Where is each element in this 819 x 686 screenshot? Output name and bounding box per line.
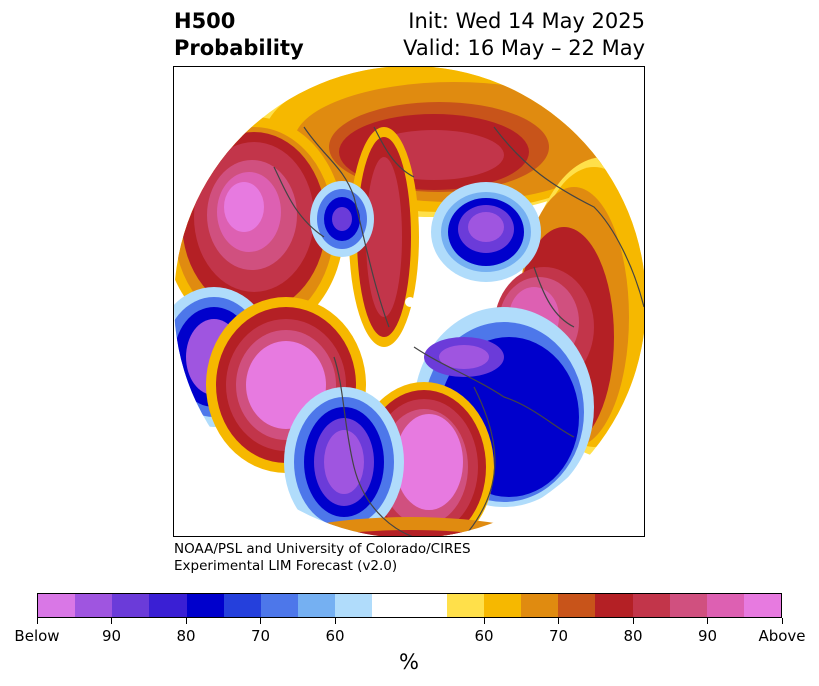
colorbar-unit: % [399,650,419,674]
colorbar-segment [75,594,113,617]
credit-line-1: NOAA/PSL and University of Colorado/CIRE… [174,541,471,557]
colorbar-tick-mark [781,618,783,624]
anomaly-south-positive [270,517,550,536]
colorbar-segment [260,594,299,617]
colorbar-tick-label: 80 [623,627,643,645]
valid-range: Valid: 16 May – 22 May [403,36,645,60]
colorbar-segment [669,594,707,617]
colorbar-tick-mark [707,618,708,624]
colorbar-segment [483,594,522,617]
map-title: H500 Probability [174,8,304,62]
colorbar-segment [706,594,744,617]
colorbar-segment [521,594,559,617]
colorbar-tick-mark [483,618,485,624]
colorbar-tick-label: 90 [697,627,718,645]
colorbar-segment [595,594,633,617]
forecast-dates: Init: Wed 14 May 2025 Valid: 16 May – 22… [403,8,645,62]
colorbar-segment [409,594,447,617]
colorbar-tick-label: 60 [325,627,345,645]
anomaly-central-positive [349,127,419,347]
colorbar [37,593,782,618]
colorbar-segment [38,594,76,617]
colorbar-segment [298,594,336,617]
colorbar-tick-label: Above [758,627,806,645]
colorbar-segment [446,594,484,617]
credit-text: NOAA/PSL and University of Colorado/CIRE… [174,541,471,575]
colorbar-tick-mark [260,618,261,624]
colorbar-segment [372,594,410,617]
coastlines [273,126,644,536]
credit-line-2: Experimental LIM Forecast (v2.0) [174,558,398,574]
colorbar-segment [112,594,150,617]
anomaly-alaska-negative [310,181,374,257]
colorbar-segment [149,594,187,617]
colorbar-segment [632,594,670,617]
polar-map [173,66,645,537]
init-date: Init: Wed 14 May 2025 [408,9,645,33]
colorbar-tick-label: 60 [474,627,494,645]
colorbar-segment [743,594,782,617]
colorbar-segment [335,594,373,617]
colorbar-tick-label: 80 [176,627,196,645]
colorbar-segment [558,594,596,617]
north-pole-marker [405,297,415,307]
colorbar-segment [186,594,224,617]
colorbar-tick-mark [334,618,336,624]
colorbar-tick-mark [558,618,559,624]
colorbar-tick-mark [632,618,634,624]
colorbar-tick-label: 70 [548,627,569,645]
title-variable: H500 [174,9,236,33]
colorbar-tick-mark [111,618,112,624]
anomaly-europe-negative [431,182,541,282]
colorbar-tick-mark [36,618,38,624]
colorbar-tick-mark [185,618,187,624]
probability-field [174,67,644,536]
colorbar-tick-label: Below [14,627,60,645]
title-type: Probability [174,36,304,60]
colorbar-segment [223,594,261,617]
colorbar-tick-label: 70 [250,627,271,645]
colorbar-tick-label: 90 [101,627,122,645]
